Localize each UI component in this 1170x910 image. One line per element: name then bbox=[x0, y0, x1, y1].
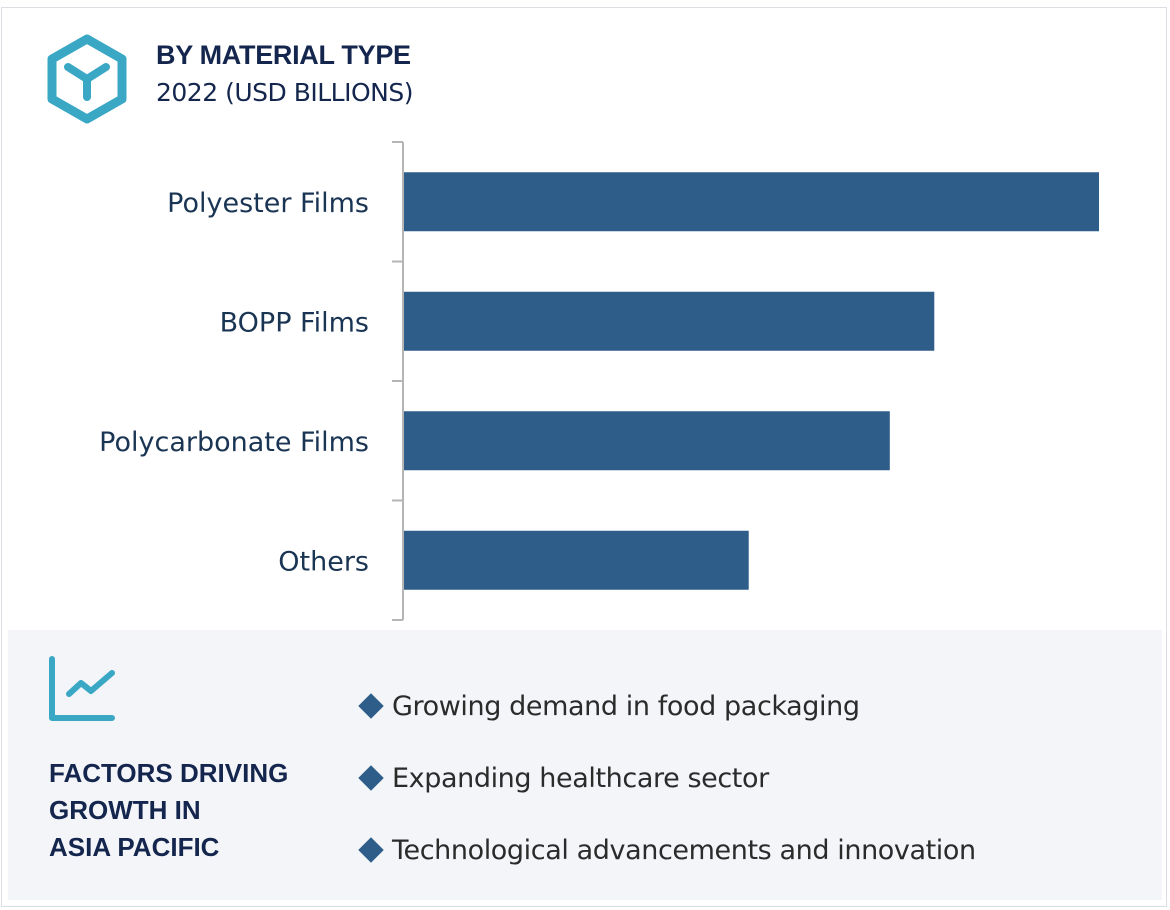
category-label: Others bbox=[278, 546, 369, 577]
bar-polycarbonate-films bbox=[404, 411, 890, 471]
factors-panel bbox=[8, 630, 1162, 900]
list-item: Technological advancements and innovatio… bbox=[358, 832, 976, 868]
factors-heading: FACTORS DRIVING GROWTH IN ASIA PACIFIC bbox=[49, 755, 288, 866]
list-item: Growing demand in food packaging bbox=[358, 688, 976, 724]
category-label: BOPP Films bbox=[220, 307, 369, 338]
factors-heading-line: ASIA PACIFIC bbox=[49, 832, 220, 862]
bar-polyester-films bbox=[404, 172, 1099, 232]
factors-list: Growing demand in food packaging Expandi… bbox=[358, 688, 976, 904]
diamond-bullet-icon bbox=[358, 693, 384, 719]
diamond-bullet-icon bbox=[358, 765, 384, 791]
factors-heading-line: FACTORS DRIVING bbox=[49, 758, 289, 788]
list-item: Expanding healthcare sector bbox=[358, 760, 976, 796]
category-label: Polycarbonate Films bbox=[99, 427, 369, 458]
bar-chart: Polyester Films BOPP Films Polycarbonate F… bbox=[99, 141, 1099, 621]
diamond-bullet-icon bbox=[358, 837, 384, 863]
card-frame bbox=[1, 7, 1167, 907]
factors-heading-line: GROWTH IN bbox=[49, 795, 201, 825]
list-item-text: Technological advancements and innovatio… bbox=[392, 834, 976, 866]
list-item-text: Growing demand in food packaging bbox=[392, 690, 860, 722]
hexagon-cube-icon bbox=[47, 34, 127, 124]
category-label: Polyester Films bbox=[167, 188, 369, 219]
list-item-text: Expanding healthcare sector bbox=[392, 762, 769, 794]
chart-subtitle: 2022 (USD BILLIONS) bbox=[156, 78, 413, 107]
bar-bopp-films bbox=[404, 291, 935, 351]
bar-others bbox=[404, 530, 749, 590]
trend-chart-icon bbox=[49, 656, 115, 721]
chart-title: BY MATERIAL TYPE bbox=[156, 40, 411, 70]
